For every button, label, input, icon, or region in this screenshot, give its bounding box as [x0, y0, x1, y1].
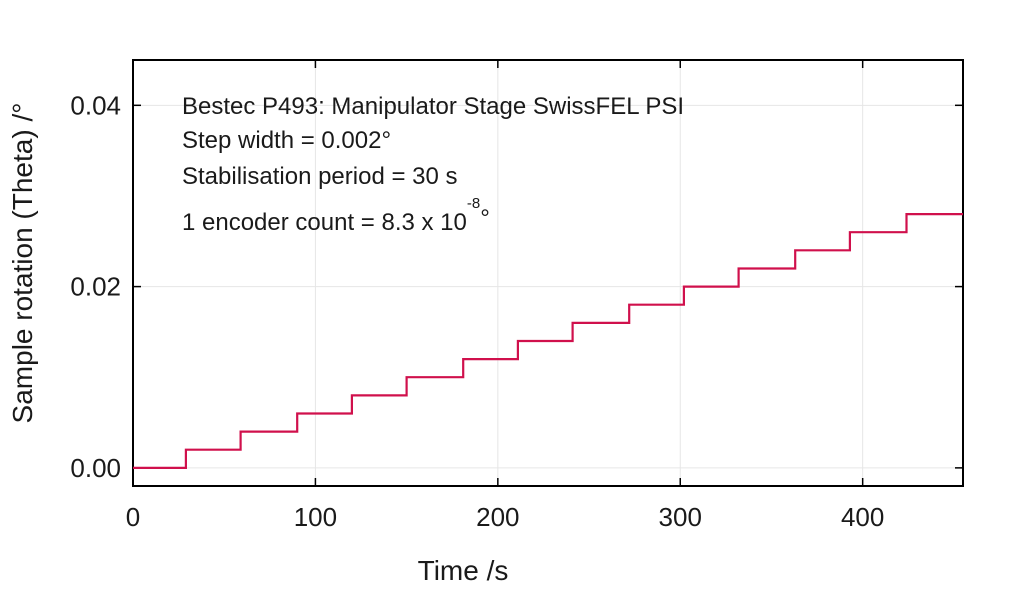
annotation-stabilisation: Stabilisation period = 30 s: [182, 163, 458, 190]
x-tick-label: 200: [476, 502, 519, 532]
annotation-step-width: Step width = 0.002°: [182, 127, 391, 154]
plot-frame: [132, 59, 964, 487]
y-tick-label: 0.04: [70, 90, 121, 120]
grid-lines: [132, 60, 963, 486]
annotation-title: Bestec P493: Manipulator Stage SwissFEL …: [182, 93, 684, 120]
series-group: [133, 213, 963, 469]
encoder-count-suffix: °: [480, 205, 490, 232]
y-tick-label: 0.00: [70, 453, 121, 483]
y-tick-label: 0.02: [70, 272, 121, 302]
x-tick-label: 400: [841, 502, 884, 532]
x-tick-label: 0: [126, 502, 140, 532]
x-axis-title: Time /s: [418, 555, 509, 586]
series-line: [133, 213, 963, 469]
annotations: Bestec P493: Manipulator Stage SwissFEL …: [182, 93, 684, 236]
x-tick-label: 100: [294, 502, 337, 532]
y-axis-title: Sample rotation (Theta) /°: [7, 103, 38, 424]
x-tick-label: 300: [659, 502, 702, 532]
annotation-encoder-count: 1 encoder count = 8.3 x 10-8°: [182, 195, 490, 236]
encoder-count-exponent: -8: [467, 195, 480, 212]
encoder-count-prefix: 1 encoder count = 8.3 x 10: [182, 209, 467, 236]
axis-ticks: 0 100 200 300 400 0.00 0.02 0.04: [70, 60, 963, 532]
